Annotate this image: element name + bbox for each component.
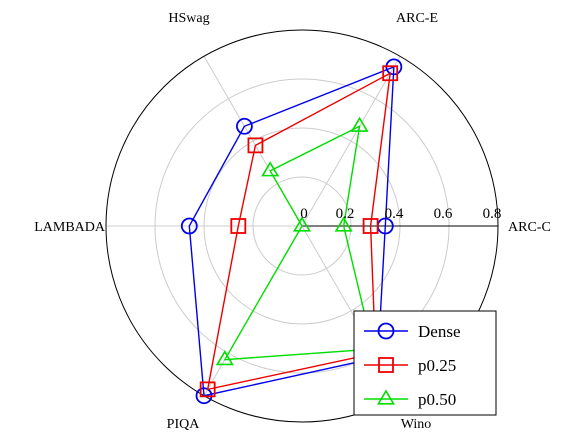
series-line-p0-50: [223, 125, 374, 361]
point-p0-25-arc-e: [382, 65, 399, 82]
legend-label-dense: Dense: [418, 322, 460, 341]
radial-ticks: 0 0.2 0.4 0.6 0.8: [300, 206, 501, 222]
point-p0-50-piqa: [215, 350, 234, 366]
point-dense-hswag: [236, 117, 253, 135]
point-p0-50-arc-c: [334, 216, 353, 232]
axis-label-lambada: LAMBADA: [34, 220, 106, 235]
r-tick-label: 0.4: [385, 206, 404, 222]
point-p0-50-lambada: [292, 216, 312, 232]
legend-item-p0-50: p0.50: [364, 389, 456, 409]
point-p0-50-hswag: [261, 161, 280, 177]
axis-label-hswag: HSwag: [168, 11, 209, 26]
spoke-arc-e: [301, 56, 401, 227]
point-p0-25-piqa: [199, 381, 216, 398]
legend-marker-dense: [377, 322, 395, 340]
r-tick-label: 0.8: [483, 206, 502, 222]
legend-marker-p0-25: [378, 357, 394, 373]
legend-marker-p0-50: [376, 389, 396, 405]
legend: Dense p0.25 p0.50: [353, 310, 497, 416]
axis-label-piqa: PIQA: [167, 417, 201, 432]
axis-label-wino: Wino: [401, 417, 432, 432]
legend-box: [353, 310, 497, 416]
point-p0-25-lambada: [230, 218, 247, 234]
legend-item-p0-25: p0.25: [364, 356, 456, 375]
point-p0-25-hswag: [247, 137, 264, 154]
axis-label-arc-c: ARC-C: [508, 220, 551, 235]
axis-labels: ARC-C ARC-E HSwag LAMBADA PIQA Wino: [34, 11, 551, 432]
r-tick-label: 0: [300, 206, 308, 222]
r-tick-label: 0.2: [336, 206, 355, 222]
outer-ring: [105, 29, 499, 423]
legend-item-dense: Dense: [364, 322, 460, 341]
r-tick-label: 0.6: [434, 206, 453, 222]
point-dense-lambada: [180, 217, 198, 235]
point-p0-50-arc-e: [350, 116, 369, 132]
legend-label-p0-25: p0.25: [418, 356, 456, 375]
legend-label-p0-50: p0.50: [418, 390, 456, 409]
point-p0-25-arc-c: [362, 218, 379, 234]
axis-label-arc-e: ARC-E: [396, 11, 438, 26]
